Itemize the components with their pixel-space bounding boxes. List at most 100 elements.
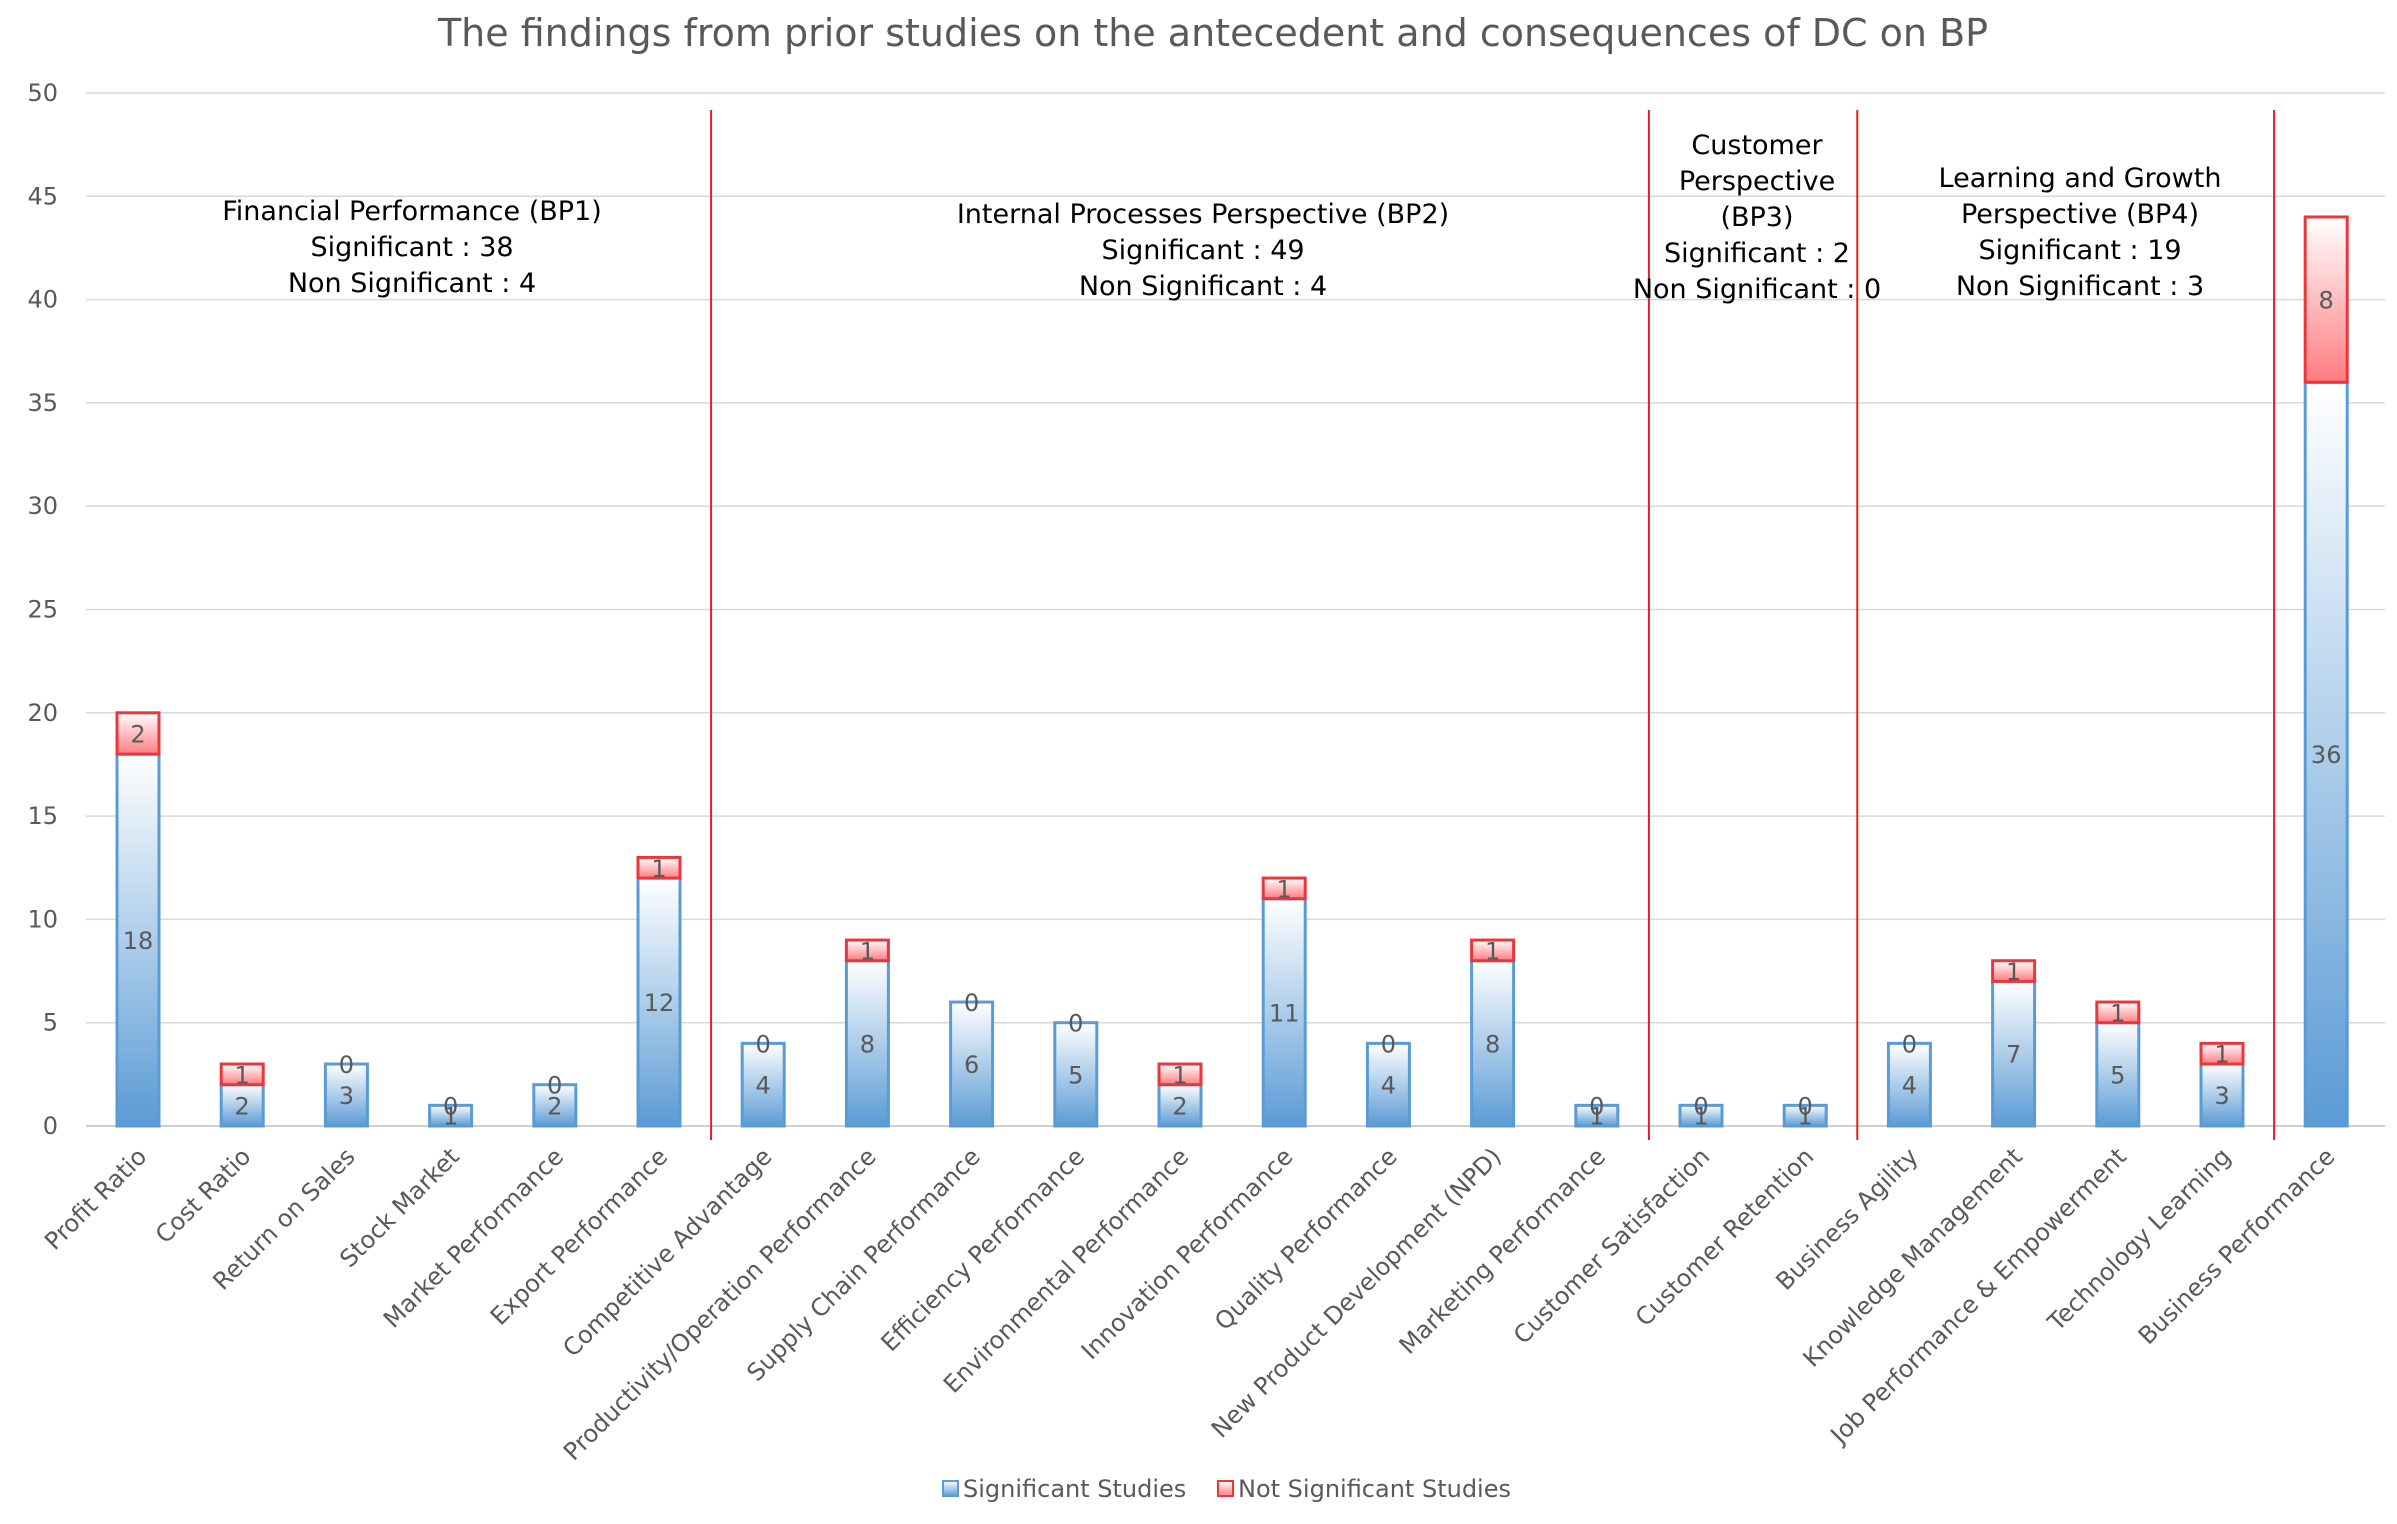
- y-tick-label: 0: [43, 1112, 58, 1140]
- data-label-significant: 3: [339, 1082, 354, 1110]
- bar-significant: [532, 1083, 578, 1128]
- y-tick-label: 50: [27, 79, 58, 107]
- x-tick-label: Market Performance: [378, 1142, 569, 1333]
- data-label-not-significant: 1: [1485, 937, 1500, 965]
- data-label-significant: 12: [644, 989, 675, 1017]
- x-tick-label: Business Performance: [2133, 1142, 2341, 1350]
- annotation-bp3-line: Significant : 2: [1664, 238, 1850, 269]
- annotation-bp2-line: Internal Processes Perspective (BP2): [957, 199, 1449, 230]
- bar-significant: [1574, 1103, 1620, 1128]
- x-tick-label: Technology Learning: [2042, 1142, 2237, 1337]
- y-tick-label: 25: [27, 596, 58, 624]
- data-label-significant: 1: [1589, 1103, 1604, 1131]
- data-label-significant: 8: [860, 1030, 875, 1058]
- data-label-significant: 4: [1381, 1072, 1396, 1100]
- chart-title: The findings from prior studies on the a…: [437, 11, 1988, 55]
- x-tick-label: Cost Ratio: [150, 1142, 256, 1248]
- data-label-not-significant: 1: [1277, 875, 1292, 903]
- data-label-significant: 2: [547, 1092, 562, 1120]
- bar-significant: [1678, 1103, 1724, 1128]
- bar-not-significant: [2199, 1041, 2245, 1066]
- bar-significant: [1782, 1103, 1828, 1128]
- bar-significant: [1886, 1041, 1932, 1128]
- annotation-bp2-line: Non Significant : 4: [1079, 271, 1327, 302]
- bar-not-significant: [115, 711, 161, 756]
- x-tick-label: Customer Retention: [1630, 1142, 1819, 1331]
- data-label-significant: 8: [1485, 1030, 1500, 1058]
- annotation-bp3-line: Perspective: [1679, 166, 1835, 197]
- bar-significant: [740, 1041, 786, 1128]
- y-tick-label: 5: [43, 1009, 58, 1037]
- bar-significant: [949, 1000, 995, 1128]
- x-tick-label: Quality Performance: [1209, 1142, 1402, 1335]
- gridlines: [86, 92, 2385, 1127]
- data-label-not-significant: 1: [2214, 1041, 2229, 1069]
- bar-not-significant: [844, 938, 890, 963]
- y-axis-ticks: 0 5 10 15 20 25 30 35 40 45 50: [27, 79, 58, 1140]
- bar-significant: [1261, 897, 1307, 1128]
- data-label-not-significant: 1: [2110, 999, 2125, 1027]
- annotation-bp1-line: Financial Performance (BP1): [222, 196, 602, 227]
- data-label-not-significant: 0: [547, 1072, 562, 1100]
- y-tick-label: 10: [27, 905, 58, 933]
- annotation-bp2-line: Significant : 49: [1101, 235, 1304, 266]
- x-tick-label: Competitive Advantage: [557, 1142, 777, 1362]
- annotation-bp3-line: Customer: [1691, 130, 1823, 161]
- legend: Significant Studies Not Significant Studi…: [942, 1475, 1511, 1503]
- data-label-not-significant: 1: [2006, 958, 2021, 986]
- data-label-not-significant: 0: [964, 989, 979, 1017]
- data-label-not-significant: 0: [1068, 1010, 1083, 1038]
- data-label-not-significant: 1: [1172, 1061, 1187, 1089]
- annotation-bp1-line: Non Significant : 4: [288, 268, 536, 299]
- annotation-bp4-line: Learning and Growth: [1939, 163, 2222, 194]
- annotation-bp3-line: (BP3): [1720, 202, 1793, 233]
- data-label-not-significant: 0: [1589, 1092, 1604, 1120]
- bar-significant: [115, 752, 161, 1128]
- bar-significant: [2303, 380, 2349, 1128]
- annotation-bp4-line: Significant : 19: [1978, 235, 2181, 266]
- data-label-significant: 36: [2311, 741, 2342, 769]
- x-tick-label: Efficiency Performance: [876, 1142, 1090, 1356]
- y-tick-label: 20: [27, 699, 58, 727]
- legend-label-significant: Significant Studies: [963, 1475, 1186, 1503]
- bar-not-significant: [636, 855, 682, 880]
- annotation-bp1-line: Significant : 38: [310, 232, 513, 263]
- data-label-not-significant: 0: [1381, 1030, 1396, 1058]
- data-label-not-significant: 1: [651, 855, 666, 883]
- data-label-not-significant: 1: [860, 937, 875, 965]
- bar-significant: [2095, 1021, 2141, 1128]
- x-tick-label: Knowledge Management: [1798, 1142, 2028, 1372]
- data-label-not-significant: 0: [1798, 1092, 1813, 1120]
- bar-significant: [219, 1083, 265, 1128]
- data-label-not-significant: 0: [1902, 1030, 1917, 1058]
- data-label-significant: 1: [1798, 1103, 1813, 1131]
- bar-significant: [1053, 1021, 1099, 1128]
- bar-not-significant: [1470, 938, 1516, 963]
- data-label-significant: 5: [2110, 1061, 2125, 1089]
- bar-significant: [1991, 979, 2037, 1128]
- x-tick-label: Customer Satisfaction: [1508, 1142, 1715, 1349]
- data-label-significant: 5: [1068, 1061, 1083, 1089]
- annotation-bp4-line: Perspective (BP4): [1961, 199, 2199, 230]
- bar-significant: [323, 1062, 369, 1128]
- annotation-bp3-line: Non Significant : 0: [1633, 274, 1881, 305]
- bar-not-significant: [2303, 215, 2349, 384]
- bar-not-significant: [1157, 1062, 1203, 1087]
- x-tick-label: Export Performance: [485, 1142, 673, 1330]
- data-label-significant: 2: [1172, 1092, 1187, 1120]
- bar-not-significant: [2095, 1000, 2141, 1025]
- group-dividers: [710, 110, 2276, 1140]
- x-tick-label: Marketing Performance: [1394, 1142, 1611, 1359]
- data-label-significant: 6: [964, 1051, 979, 1079]
- bar-not-significant: [1991, 959, 2037, 983]
- y-tick-label: 35: [27, 389, 58, 417]
- data-label-significant: 3: [2214, 1082, 2229, 1110]
- annotation-bp4-line: Non Significant : 3: [1956, 271, 2204, 302]
- x-tick-label: Innovation Performance: [1076, 1142, 1299, 1365]
- data-label-not-significant: 8: [2319, 287, 2334, 315]
- bar-significant: [1365, 1041, 1411, 1128]
